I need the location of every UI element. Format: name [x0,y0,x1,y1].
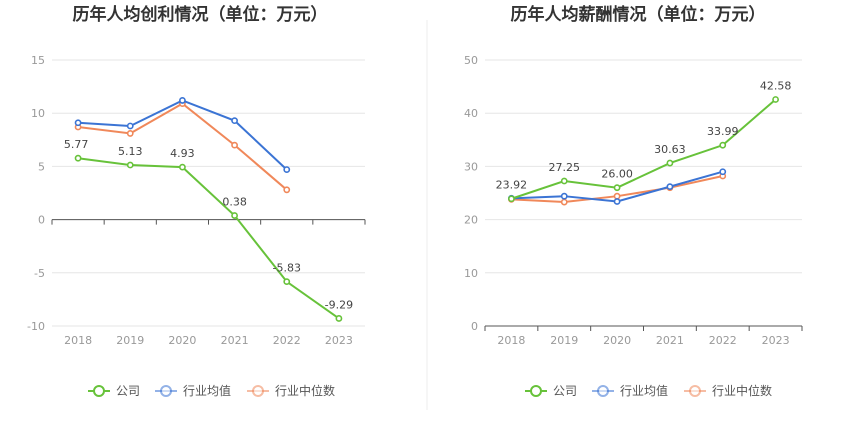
legend[interactable]: 公司 行业均值 行业中位数 [88,383,335,398]
legend-item[interactable]: 公司 [88,384,140,398]
legend-label: 公司 [553,384,577,398]
y-tick-label: 30 [464,160,478,173]
chart-title: 历年人均创利情况（单位：万元） [73,4,328,25]
axes: -10 -5 0 5 10 15 2018 2019 2020 2021 2022 2023 [27,54,366,347]
data-point[interactable] [666,183,674,191]
legend-marker-icon [530,385,542,397]
data-point[interactable] [560,192,568,200]
x-tick-label: 2023 [762,334,790,347]
data-point[interactable] [283,278,291,286]
profit-per-capita-chart: 历年人均创利情况（单位：万元） -10 -5 0 5 10 15 2018 2019 2020 2… [27,4,366,398]
series-line [511,98,777,200]
y-gridlines [485,59,802,327]
data-point[interactable] [283,186,291,194]
x-tick-label: 2021 [656,334,684,347]
y-tick-label: -5 [34,267,45,280]
y-tick-label: 20 [464,214,478,227]
x-tick-label: 2019 [550,334,578,347]
data-point[interactable] [231,212,238,219]
data-point[interactable] [666,159,674,167]
legend-item[interactable]: 行业中位数 [247,383,335,398]
x-tick-label: 2022 [709,334,737,347]
x-tick-label: 2019 [116,334,144,347]
legend-item[interactable]: 行业均值 [155,383,231,398]
x-tick-label: 2018 [497,334,525,347]
salary-per-capita-chart: 历年人均薪酬情况（单位：万元） 0 10 20 30 40 50 2018 2019 2020 2… [464,4,803,398]
data-point[interactable] [719,168,727,176]
data-label: 0.38 [222,196,247,209]
data-point[interactable] [231,141,238,149]
data-point[interactable] [74,154,82,162]
data-label: -5.83 [273,262,301,275]
y-tick-label: 0 [471,320,478,333]
data-label: 23.92 [496,179,528,192]
data-point[interactable] [231,117,238,125]
data-label: 26.00 [601,168,633,181]
legend-label: 行业均值 [620,383,668,398]
y-tick-label: 40 [464,107,478,120]
data-point[interactable] [613,192,621,200]
data-point[interactable] [613,184,621,192]
legend-item[interactable]: 公司 [525,384,577,398]
data-point[interactable] [126,130,134,137]
data-point[interactable] [613,198,621,205]
y-gridlines [52,59,365,327]
y-tick-label: 5 [38,160,45,173]
series-lines [74,97,343,322]
data-label: 30.63 [654,143,686,156]
legend-marker-icon [252,385,264,397]
data-label: 33.99 [707,125,739,138]
legend-marker-icon [597,385,609,397]
legend-label: 行业中位数 [275,383,335,398]
data-point[interactable] [179,163,186,171]
x-tick-label: 2023 [325,334,353,347]
series-lines [508,96,779,206]
legend-label: 公司 [116,384,140,398]
data-point[interactable] [126,122,134,130]
y-tick-label: 10 [31,107,45,120]
legend-label: 行业均值 [183,383,231,398]
data-point[interactable] [560,177,568,185]
data-point[interactable] [74,119,82,127]
x-tick-label: 2022 [273,334,301,347]
data-point[interactable] [772,96,779,103]
data-label: -9.29 [325,298,353,311]
legend-item[interactable]: 行业均值 [592,383,668,398]
x-tick-label: 2020 [603,334,631,347]
legend-item[interactable]: 行业中位数 [684,383,772,398]
data-label: 4.93 [170,147,195,160]
data-point[interactable] [719,141,727,149]
x-tick-label: 2021 [221,334,249,347]
x-tick-label: 2018 [64,334,92,347]
data-label: 27.25 [549,161,581,174]
y-tick-label: 15 [31,54,45,67]
legend-label: 行业中位数 [712,383,772,398]
axes: 0 10 20 30 40 50 2018 2019 2020 2021 2022 2023 [464,54,803,347]
y-tick-label: 10 [464,267,478,280]
data-label: 5.13 [118,145,143,158]
data-label: 5.77 [64,138,89,151]
y-tick-label: 50 [464,54,478,67]
series-line [77,157,340,320]
legend-marker-icon [93,385,105,397]
y-tick-label: 0 [38,214,45,227]
data-point[interactable] [179,97,186,104]
data-point[interactable] [508,195,515,203]
legend-marker-icon [689,385,701,397]
data-point[interactable] [335,315,343,322]
data-point[interactable] [560,198,568,206]
data-labels: 5.77 5.13 4.93 0.38 -5.83 -9.29 [64,138,353,311]
y-tick-label: -10 [27,320,45,333]
x-tick-label: 2020 [168,334,196,347]
legend[interactable]: 公司 行业均值 行业中位数 [525,383,772,398]
data-labels: 23.92 27.25 26.00 30.63 33.99 42.58 [496,79,792,191]
data-point[interactable] [126,161,134,169]
chart-title: 历年人均薪酬情况（单位：万元） [511,4,766,25]
data-label: 42.58 [760,79,792,92]
legend-marker-icon [160,385,172,397]
data-point[interactable] [283,166,291,173]
